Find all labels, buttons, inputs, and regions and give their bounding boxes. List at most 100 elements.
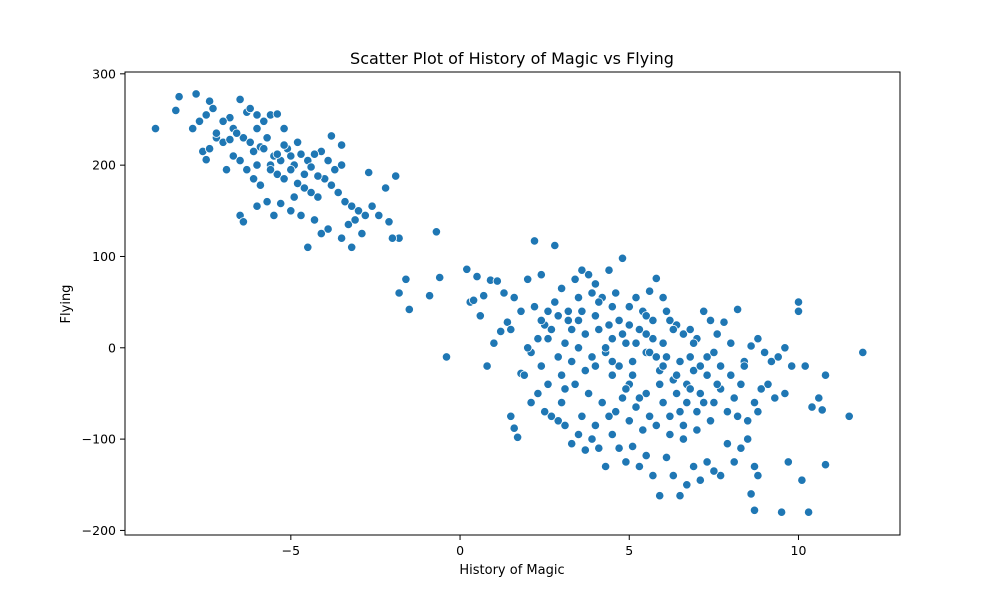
data-point bbox=[820, 370, 831, 380]
data-point bbox=[289, 192, 299, 202]
data-point bbox=[614, 361, 624, 371]
data-point bbox=[685, 324, 695, 335]
data-point bbox=[252, 201, 262, 211]
data-point bbox=[712, 379, 722, 389]
data-point bbox=[336, 233, 347, 243]
data-point bbox=[529, 236, 540, 246]
data-point bbox=[242, 165, 252, 175]
data-point bbox=[174, 92, 184, 102]
data-point bbox=[384, 217, 394, 227]
data-point bbox=[529, 302, 540, 312]
data-point bbox=[617, 253, 628, 263]
data-point bbox=[702, 457, 712, 467]
data-point bbox=[709, 347, 719, 357]
data-point bbox=[685, 352, 695, 362]
data-point bbox=[797, 475, 807, 485]
data-point bbox=[340, 197, 350, 207]
data-point bbox=[655, 491, 665, 501]
data-point bbox=[607, 302, 617, 312]
data-point bbox=[262, 133, 272, 143]
data-point bbox=[641, 388, 651, 399]
data-point bbox=[391, 171, 401, 181]
data-point bbox=[401, 274, 411, 284]
data-point bbox=[556, 283, 567, 293]
data-point bbox=[583, 388, 594, 399]
data-point bbox=[624, 302, 634, 312]
data-point bbox=[536, 361, 546, 371]
data-point bbox=[374, 210, 384, 220]
data-point bbox=[621, 457, 631, 467]
data-point bbox=[404, 304, 414, 314]
data-point bbox=[695, 361, 705, 371]
data-point bbox=[814, 393, 824, 403]
data-point bbox=[286, 206, 296, 216]
data-point bbox=[648, 315, 658, 325]
data-point bbox=[540, 407, 550, 417]
data-point bbox=[556, 370, 567, 380]
data-point bbox=[793, 297, 804, 307]
data-point bbox=[627, 356, 638, 367]
data-point bbox=[536, 315, 546, 325]
data-point bbox=[208, 103, 218, 114]
data-point bbox=[299, 183, 309, 193]
data-point bbox=[347, 242, 357, 252]
data-point bbox=[357, 229, 367, 239]
data-point bbox=[688, 461, 699, 472]
data-point bbox=[509, 292, 519, 303]
data-point bbox=[604, 265, 614, 275]
data-point bbox=[313, 192, 323, 202]
data-point bbox=[732, 411, 743, 421]
data-point bbox=[573, 292, 584, 303]
data-point bbox=[627, 441, 638, 451]
data-point bbox=[641, 329, 651, 339]
data-point bbox=[262, 197, 272, 207]
data-point bbox=[550, 240, 560, 251]
data-point bbox=[770, 393, 780, 403]
data-point bbox=[675, 491, 685, 501]
data-point bbox=[326, 131, 336, 141]
data-point bbox=[543, 334, 553, 344]
data-point bbox=[695, 388, 705, 399]
data-point bbox=[776, 507, 787, 517]
data-point bbox=[499, 288, 509, 298]
data-point bbox=[705, 315, 716, 325]
data-point bbox=[533, 334, 543, 344]
data-point bbox=[249, 146, 259, 156]
data-point bbox=[424, 291, 435, 301]
data-point bbox=[194, 116, 205, 126]
data-point bbox=[820, 460, 831, 470]
data-point bbox=[573, 343, 584, 353]
data-point bbox=[238, 133, 248, 143]
data-point bbox=[252, 124, 262, 134]
data-point bbox=[692, 407, 702, 417]
data-point bbox=[468, 295, 479, 305]
data-point bbox=[276, 198, 286, 209]
data-point bbox=[323, 156, 333, 166]
data-point bbox=[526, 397, 536, 408]
data-point bbox=[245, 103, 255, 114]
data-point bbox=[763, 379, 773, 389]
x-axis-label: History of Magic bbox=[459, 563, 564, 578]
data-point bbox=[668, 470, 678, 481]
data-point bbox=[678, 329, 689, 339]
data-point bbox=[607, 356, 617, 367]
data-point bbox=[512, 432, 523, 442]
data-point bbox=[729, 457, 739, 467]
data-point bbox=[644, 347, 655, 357]
data-point bbox=[235, 94, 245, 105]
data-point bbox=[709, 397, 719, 408]
data-point bbox=[749, 397, 760, 408]
data-point bbox=[661, 452, 672, 462]
x-tick-label: 10 bbox=[791, 543, 807, 558]
y-axis: −200 −100 0 100 200 300 bbox=[82, 66, 125, 538]
data-point bbox=[479, 291, 489, 301]
data-point bbox=[604, 320, 614, 330]
data-point bbox=[232, 128, 242, 138]
data-point bbox=[817, 405, 827, 415]
data-point bbox=[205, 96, 215, 106]
data-point bbox=[435, 272, 445, 283]
data-point bbox=[665, 411, 675, 421]
data-point bbox=[594, 297, 604, 307]
data-point bbox=[333, 187, 343, 198]
